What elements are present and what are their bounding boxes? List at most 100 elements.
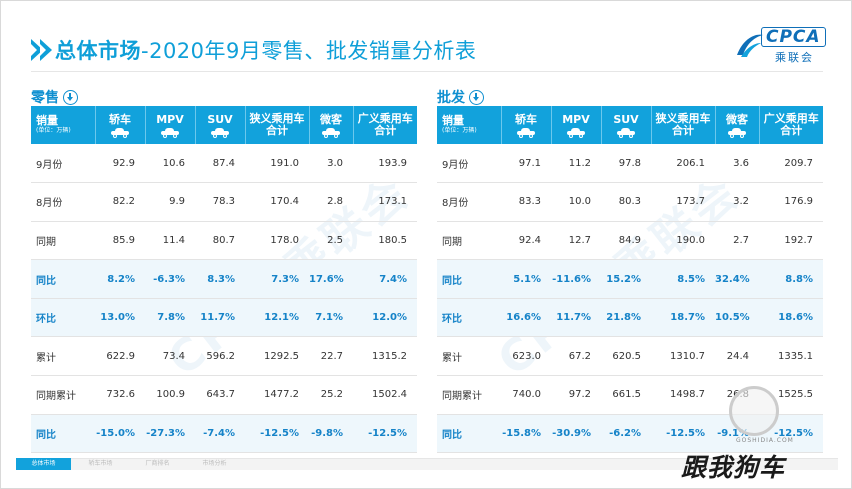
table-cell: 620.5: [601, 336, 651, 377]
table-cell: 622.9: [95, 336, 145, 377]
corner-steering-icon: [729, 386, 779, 436]
wholesale-label-text: 批发: [437, 90, 465, 106]
table-cell: 190.0: [651, 221, 715, 261]
table-cell: -15.8%: [501, 414, 551, 454]
table-cell: -15.0%: [95, 414, 145, 454]
table-cell: 12.1%: [245, 298, 309, 338]
table-cell: 3.2: [715, 182, 759, 222]
table-row: 同比 8.2% -6.3% 8.3% 7.3% 17.6% 7.4%: [31, 259, 417, 299]
row-label: 8月份: [437, 182, 501, 222]
table-cell: 25.2: [309, 375, 353, 415]
table-cell: 7.1%: [309, 298, 353, 338]
table-cell: 16.6%: [501, 298, 551, 338]
table-cell: 176.9: [759, 182, 823, 222]
table-cell: 180.5: [353, 221, 417, 261]
double-chevron-icon: [31, 39, 52, 61]
table-cell: 85.9: [95, 221, 145, 261]
row-label: 累计: [31, 336, 95, 377]
cpca-logo: CPCA 乘联会: [731, 23, 826, 65]
row-label: 同比: [437, 259, 501, 299]
table-cell: 2.7: [715, 221, 759, 261]
unit-label: (单位：万辆): [442, 127, 477, 134]
logo-text-cn: 乘联会: [775, 51, 814, 64]
table-cell: 8.5%: [651, 259, 715, 299]
column-header-label: 轿车: [109, 112, 131, 126]
table-cell: 97.1: [501, 144, 551, 184]
column-header: 轿车: [501, 106, 552, 144]
table-cell: 732.6: [95, 375, 145, 415]
table-cell: 18.6%: [759, 298, 823, 338]
column-header-label: SUV: [613, 112, 639, 126]
table-cell: 9.9: [145, 182, 195, 222]
table-cell: 173.7: [651, 182, 715, 222]
bottom-nav-tab[interactable]: 轿车市场: [88, 460, 113, 467]
corner-label: 销量: [36, 114, 58, 127]
row-label: 同比: [31, 414, 95, 454]
row-label: 同期累计: [437, 375, 501, 415]
corner-header-cell: 销量 (单位：万辆): [31, 106, 96, 144]
page-header: 总体市场-2020年9月零售、批发销量分析表: [31, 35, 476, 65]
retail-table: 销量 (单位：万辆) 轿车 MPV SUV 狭义乘用车合计 微客 广义乘用车合计 9月份 92.…: [31, 106, 417, 454]
table-cell: -9.8%: [309, 414, 353, 454]
row-label: 累计: [437, 336, 501, 377]
table-cell: 97.2: [551, 375, 601, 415]
table-cell: 1310.7: [651, 336, 715, 377]
table-cell: 2.5: [309, 221, 353, 261]
table-cell: 1292.5: [245, 336, 309, 377]
table-cell: 7.3%: [245, 259, 309, 299]
table-row: 同比 -15.0% -27.3% -7.4% -12.5% -9.8% -12.5%: [31, 414, 417, 454]
table-cell: 87.4: [195, 144, 245, 184]
table-cell: 11.2: [551, 144, 601, 184]
table-row: 9月份 92.9 10.6 87.4 191.0 3.0 193.9: [31, 144, 417, 184]
table-cell: 3.0: [309, 144, 353, 184]
table-cell: 73.4: [145, 336, 195, 377]
wholesale-table: 销量 (单位：万辆) 轿车 MPV SUV 狭义乘用车合计 微客 广义乘用车合计 9月份 97.…: [437, 106, 823, 454]
down-arrow-icon: [469, 89, 484, 105]
table-cell: 80.7: [195, 221, 245, 261]
car-icon: [110, 127, 130, 138]
table-cell: 8.3%: [195, 259, 245, 299]
row-label: 环比: [31, 298, 95, 338]
table-cell: 83.3: [501, 182, 551, 222]
car-icon: [516, 127, 536, 138]
table-cell: 643.7: [195, 375, 245, 415]
table-cell: -6.3%: [145, 259, 195, 299]
column-header-label: MPV: [562, 112, 590, 126]
bottom-nav-tab[interactable]: 总体市场: [16, 458, 71, 470]
logo-text-en: CPCA: [761, 27, 826, 47]
car-icon: [160, 127, 180, 138]
table-cell: 15.2%: [601, 259, 651, 299]
table-cell: 18.7%: [651, 298, 715, 338]
row-label: 9月份: [437, 144, 501, 184]
table-cell: 8.8%: [759, 259, 823, 299]
column-header: MPV: [551, 106, 602, 144]
table-cell: 192.7: [759, 221, 823, 261]
table-cell: 206.1: [651, 144, 715, 184]
column-header-label: 微客: [320, 112, 342, 126]
table-cell: 596.2: [195, 336, 245, 377]
table-cell: -6.2%: [601, 414, 651, 454]
table-cell: 11.7%: [551, 298, 601, 338]
column-header: 广义乘用车合计: [353, 106, 417, 144]
table-cell: -12.5%: [353, 414, 417, 454]
table-cell: 1498.7: [651, 375, 715, 415]
column-header: 轿车: [95, 106, 146, 144]
table-cell: 209.7: [759, 144, 823, 184]
table-cell: 7.4%: [353, 259, 417, 299]
table-cell: 92.4: [501, 221, 551, 261]
table-cell: 173.1: [353, 182, 417, 222]
bottom-nav-tab[interactable]: 厂商排名: [145, 460, 170, 467]
table-cell: 623.0: [501, 336, 551, 377]
column-header-label: 狭义乘用车合计: [655, 112, 711, 137]
column-header-label: 广义乘用车合计: [763, 112, 819, 137]
table-cell: -27.3%: [145, 414, 195, 454]
table-cell: 24.4: [715, 336, 759, 377]
wholesale-section-label: 批发: [437, 87, 484, 107]
table-cell: 13.0%: [95, 298, 145, 338]
bottom-nav-tab[interactable]: 市场分析: [202, 460, 227, 467]
table-cell: -11.6%: [551, 259, 601, 299]
retail-section-label: 零售: [31, 87, 78, 107]
table-cell: 193.9: [353, 144, 417, 184]
